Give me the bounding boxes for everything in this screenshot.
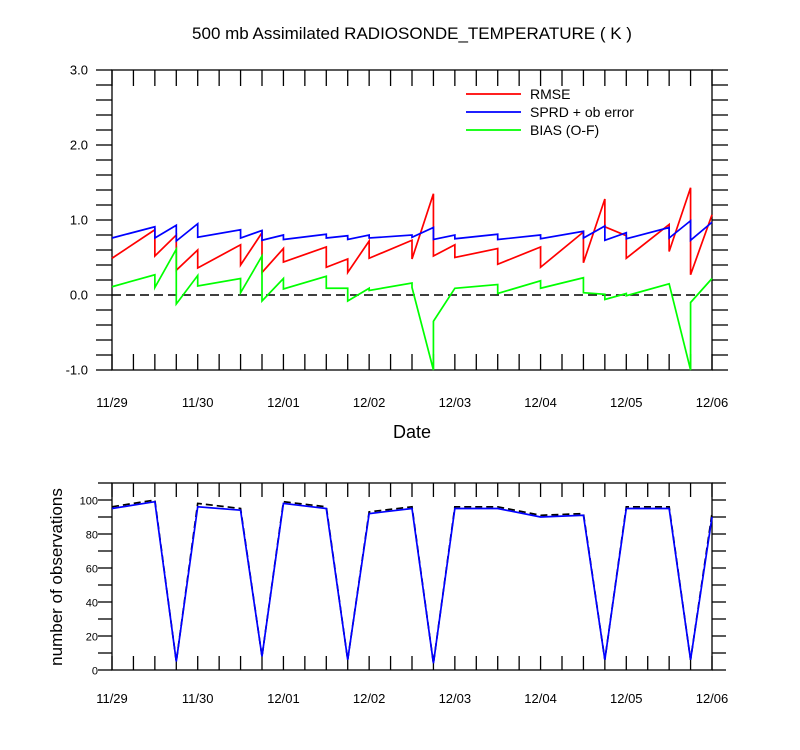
bottom-y-tick-label: 100: [80, 496, 98, 508]
bottom-y-tick-label: 80: [86, 530, 98, 542]
top-series-rmse: [111, 187, 713, 276]
top-x-tick-label: 12/06: [696, 395, 729, 410]
top-plot: 11/29 11/30 12/01 12/02 12/03 12/04 12/05 12/06…: [66, 63, 729, 411]
legend-label: BIAS (O-F): [530, 122, 599, 138]
bottom-x-tick-label: 12/04: [524, 691, 557, 706]
bottom-y-tick-label: 0: [92, 666, 98, 678]
bottom-series-used: [111, 500, 713, 664]
bottom-y-tick-label: 40: [86, 598, 98, 610]
legend: RMSE SPRD + ob error BIAS (O-F): [466, 86, 634, 138]
top-x-axis-label: Date: [393, 422, 431, 442]
top-y-tick-label: -1.0: [66, 363, 88, 378]
top-x-tick-label: 12/02: [353, 395, 386, 410]
bottom-y-tick-label: 60: [86, 564, 98, 576]
bottom-x-tick-label: 12/06: [696, 691, 729, 706]
top-y-tick-label: 1.0: [70, 213, 88, 228]
top-y-tick-label: 3.0: [70, 63, 88, 78]
bottom-y-tick-label: 20: [86, 632, 98, 644]
top-x-tick-label: 12/04: [524, 395, 557, 410]
top-series-sprd-ob-error: [111, 218, 713, 243]
bottom-x-tick-label: 11/30: [182, 691, 214, 706]
bottom-x-tick-label: 12/01: [267, 691, 300, 706]
top-x-tick-label: 12/01: [267, 395, 300, 410]
bottom-x-tick-label: 12/05: [610, 691, 643, 706]
bottom-x-tick-label: 12/02: [353, 691, 386, 706]
chart-title: 500 mb Assimilated RADIOSONDE_TEMPERATUR…: [192, 24, 632, 43]
bottom-plot: 11/29 11/30 12/01 12/02 12/03 12/04 12/05 12/06…: [80, 482, 729, 706]
top-x-tick-label: 11/30: [182, 395, 214, 410]
bottom-x-tick-label: 12/03: [439, 691, 472, 706]
top-y-tick-label: 2.0: [70, 138, 88, 153]
top-x-tick-label: 12/05: [610, 395, 643, 410]
top-y-tick-label: 0.0: [70, 288, 88, 303]
top-x-tick-label: 12/03: [439, 395, 472, 410]
legend-label: RMSE: [530, 86, 570, 102]
top-x-tick-label: 11/29: [96, 395, 128, 410]
bottom-y-axis-label: number of observations: [47, 488, 66, 666]
top-series-bias-o-f: [111, 245, 713, 371]
bottom-x-tick-label: 11/29: [96, 691, 128, 706]
legend-label: SPRD + ob error: [530, 104, 634, 120]
bottom-series-possible: [111, 499, 713, 664]
